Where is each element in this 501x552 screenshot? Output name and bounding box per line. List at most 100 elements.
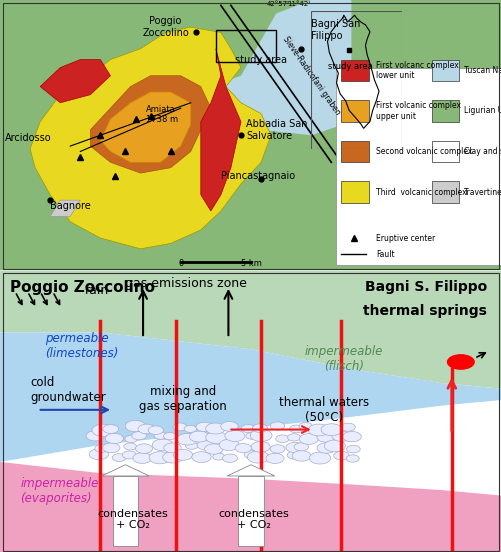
Circle shape xyxy=(212,453,224,460)
Circle shape xyxy=(270,445,285,453)
Text: Clay and sand: Clay and sand xyxy=(463,147,501,156)
Polygon shape xyxy=(0,0,501,270)
Circle shape xyxy=(135,444,152,453)
Circle shape xyxy=(270,422,284,430)
Circle shape xyxy=(154,432,167,439)
Text: permeable
(limestones): permeable (limestones) xyxy=(45,332,118,360)
Circle shape xyxy=(321,424,342,436)
Circle shape xyxy=(103,443,120,453)
Circle shape xyxy=(122,451,136,459)
Circle shape xyxy=(205,423,225,434)
Text: Bagni San
Filippo: Bagni San Filippo xyxy=(311,19,360,41)
Circle shape xyxy=(342,432,361,442)
Circle shape xyxy=(124,443,136,450)
Circle shape xyxy=(95,444,108,452)
Circle shape xyxy=(152,439,173,451)
Bar xyxy=(431,60,458,81)
Circle shape xyxy=(103,424,118,433)
Circle shape xyxy=(125,436,137,443)
Text: 5 km: 5 km xyxy=(240,259,261,268)
Text: thermal springs: thermal springs xyxy=(362,304,486,319)
Circle shape xyxy=(138,424,155,434)
Circle shape xyxy=(125,421,145,432)
Text: condensates
+ CO₂: condensates + CO₂ xyxy=(98,509,168,530)
Bar xyxy=(336,67,501,265)
Polygon shape xyxy=(0,332,501,462)
Text: Eruptive center: Eruptive center xyxy=(376,233,435,242)
Polygon shape xyxy=(0,270,501,389)
Polygon shape xyxy=(100,92,190,162)
Text: Travertines: Travertines xyxy=(463,188,501,197)
Text: mixing and
gas separation: mixing and gas separation xyxy=(139,385,226,412)
Bar xyxy=(341,181,368,203)
Circle shape xyxy=(287,451,301,459)
Text: cold
groundwater: cold groundwater xyxy=(30,376,106,404)
Circle shape xyxy=(446,354,474,370)
Circle shape xyxy=(245,433,258,439)
Text: Piancastagnaio: Piancastagnaio xyxy=(220,171,295,181)
Circle shape xyxy=(191,452,211,463)
Text: Abbadia San
Salvatore: Abbadia San Salvatore xyxy=(245,119,307,141)
Circle shape xyxy=(222,454,237,463)
Circle shape xyxy=(266,453,284,464)
Text: Ligurian Units: Ligurian Units xyxy=(463,107,501,115)
Text: study area: study area xyxy=(234,55,287,65)
Text: thermal waters
(50°C): thermal waters (50°C) xyxy=(278,396,368,424)
Circle shape xyxy=(299,434,318,444)
Text: Third  volcanic complex: Third volcanic complex xyxy=(376,188,466,197)
Bar xyxy=(341,100,368,122)
Circle shape xyxy=(309,452,330,464)
Text: Amiata
1738 m: Amiata 1738 m xyxy=(145,105,177,124)
Circle shape xyxy=(340,423,355,431)
Circle shape xyxy=(133,453,151,463)
Text: 11°42': 11°42' xyxy=(287,1,310,7)
Text: Poggio Zoccolino: Poggio Zoccolino xyxy=(10,280,155,295)
Circle shape xyxy=(196,440,213,450)
Bar xyxy=(431,181,458,203)
Circle shape xyxy=(250,442,270,452)
Circle shape xyxy=(346,445,360,453)
Text: 0: 0 xyxy=(178,259,183,268)
Circle shape xyxy=(131,432,146,440)
Circle shape xyxy=(92,424,114,437)
Polygon shape xyxy=(113,476,138,546)
Circle shape xyxy=(184,426,196,432)
Circle shape xyxy=(346,455,359,462)
Text: condensates
+ CO₂: condensates + CO₂ xyxy=(218,509,288,530)
Polygon shape xyxy=(30,27,271,249)
Circle shape xyxy=(162,452,183,463)
Circle shape xyxy=(205,432,226,443)
Circle shape xyxy=(250,429,272,442)
Circle shape xyxy=(331,431,350,442)
Text: rain: rain xyxy=(85,284,109,296)
Text: study area: study area xyxy=(327,62,372,71)
Circle shape xyxy=(112,454,126,461)
Circle shape xyxy=(176,433,197,445)
Text: First volcanic complex
upper unit: First volcanic complex upper unit xyxy=(376,101,460,120)
Bar xyxy=(215,30,276,62)
Text: Sieve-Radicofani graben: Sieve-Radicofani graben xyxy=(280,35,341,116)
Text: Tuscan Nappe Units: Tuscan Nappe Units xyxy=(463,66,501,75)
Circle shape xyxy=(224,430,244,442)
Circle shape xyxy=(173,449,192,460)
Circle shape xyxy=(243,450,259,459)
Circle shape xyxy=(220,422,238,431)
Circle shape xyxy=(218,439,239,450)
Polygon shape xyxy=(102,465,149,476)
Text: Bagnore: Bagnore xyxy=(50,200,91,210)
Circle shape xyxy=(308,424,329,436)
Polygon shape xyxy=(210,0,351,135)
Text: Arcidosso: Arcidosso xyxy=(5,133,52,143)
Polygon shape xyxy=(226,465,275,476)
Circle shape xyxy=(148,426,163,434)
Circle shape xyxy=(292,450,311,461)
Text: First volcanc complex
lower unit: First volcanc complex lower unit xyxy=(376,61,458,80)
Circle shape xyxy=(149,452,170,464)
Circle shape xyxy=(317,443,335,453)
Circle shape xyxy=(86,431,104,441)
Text: 42°57': 42°57' xyxy=(267,1,290,7)
Circle shape xyxy=(289,425,303,433)
Polygon shape xyxy=(90,76,210,173)
Circle shape xyxy=(316,432,334,442)
Circle shape xyxy=(240,424,255,433)
